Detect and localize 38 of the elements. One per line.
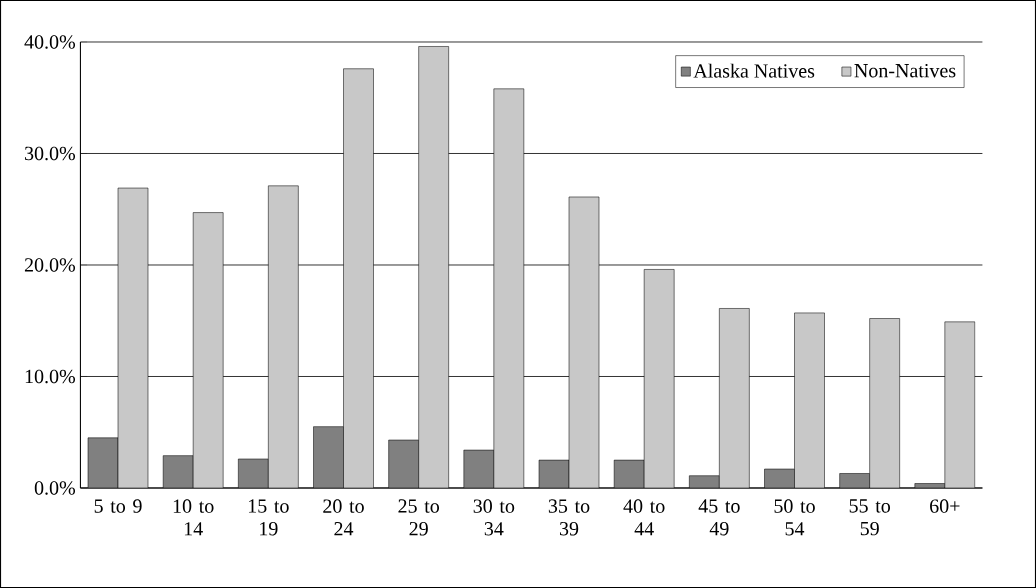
- x-tick-label: 35 to 39: [548, 499, 590, 536]
- y-tick-label: 40.0%: [24, 35, 76, 49]
- bar: [614, 460, 645, 488]
- bar: [268, 185, 299, 488]
- bar: [869, 318, 900, 488]
- x-tick-label: 50 to 54: [774, 499, 815, 536]
- legend-label: Alaska Natives: [693, 63, 815, 78]
- x-tick-label: 15 to 19: [248, 499, 289, 536]
- bar: [493, 88, 524, 488]
- bar: [193, 212, 224, 488]
- y-tick-label: 30.0%: [25, 146, 76, 161]
- bar: [644, 269, 675, 488]
- x-tick-label: 20 to 24: [323, 499, 364, 536]
- bar: [163, 455, 194, 488]
- bar: [238, 459, 269, 488]
- x-tick-label: 55 to 59: [849, 499, 891, 536]
- y-tick-label: 10.0%: [25, 369, 76, 384]
- bar: [569, 196, 600, 488]
- x-tick-label: 10 to 14: [173, 499, 214, 536]
- bar: [88, 437, 119, 488]
- bar: [343, 68, 374, 488]
- bar: [313, 426, 344, 488]
- bar: [118, 188, 149, 488]
- x-tick-label: 60+: [930, 499, 960, 513]
- bar: [388, 440, 419, 488]
- y-tick-label: 20.0%: [24, 258, 76, 272]
- x-tick-label: 40 to 44: [623, 499, 665, 536]
- x-tick-label: 5 to 9: [94, 499, 142, 513]
- bar: [463, 450, 494, 488]
- legend-label: Non-Natives: [854, 63, 956, 78]
- x-tick-label: 25 to 29: [398, 499, 440, 536]
- bar: [719, 308, 750, 488]
- x-tick-label: 30 to 34: [473, 499, 515, 536]
- y-tick-label: 0.0%: [34, 481, 76, 495]
- bar: [944, 321, 976, 488]
- bar: [794, 312, 825, 488]
- x-tick-label: 45 to 49: [698, 499, 740, 536]
- bar: [418, 46, 449, 488]
